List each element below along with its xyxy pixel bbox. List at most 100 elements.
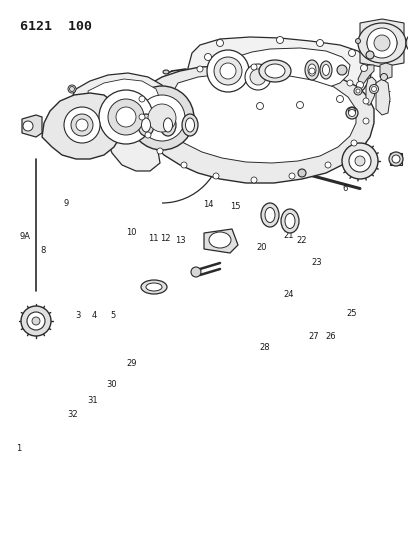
Ellipse shape bbox=[145, 132, 151, 138]
Ellipse shape bbox=[367, 28, 397, 58]
Ellipse shape bbox=[265, 207, 275, 222]
Text: 14: 14 bbox=[203, 200, 214, 208]
Ellipse shape bbox=[213, 173, 219, 179]
Ellipse shape bbox=[146, 283, 162, 291]
Ellipse shape bbox=[32, 317, 40, 325]
Ellipse shape bbox=[363, 98, 369, 104]
Ellipse shape bbox=[348, 108, 355, 115]
Ellipse shape bbox=[207, 50, 249, 92]
Ellipse shape bbox=[406, 33, 408, 53]
Ellipse shape bbox=[259, 60, 291, 82]
Ellipse shape bbox=[217, 39, 224, 46]
Ellipse shape bbox=[355, 38, 361, 44]
Ellipse shape bbox=[357, 82, 364, 88]
Ellipse shape bbox=[64, 107, 100, 143]
Text: 29: 29 bbox=[126, 359, 137, 368]
Ellipse shape bbox=[298, 169, 306, 177]
Ellipse shape bbox=[337, 65, 347, 75]
Ellipse shape bbox=[309, 68, 315, 74]
Ellipse shape bbox=[164, 118, 173, 132]
Ellipse shape bbox=[348, 109, 355, 117]
Ellipse shape bbox=[204, 53, 211, 61]
Text: 11: 11 bbox=[148, 235, 158, 243]
Text: 9: 9 bbox=[63, 199, 69, 208]
Ellipse shape bbox=[23, 121, 33, 131]
Ellipse shape bbox=[139, 95, 185, 141]
Text: 6121  100: 6121 100 bbox=[20, 20, 92, 33]
Ellipse shape bbox=[351, 140, 357, 146]
Ellipse shape bbox=[355, 156, 365, 166]
Ellipse shape bbox=[68, 85, 76, 93]
Ellipse shape bbox=[265, 64, 285, 78]
Ellipse shape bbox=[191, 267, 201, 277]
Ellipse shape bbox=[281, 209, 299, 233]
Text: 10: 10 bbox=[126, 229, 136, 237]
Text: 26: 26 bbox=[326, 333, 336, 341]
Polygon shape bbox=[166, 73, 356, 163]
Ellipse shape bbox=[308, 64, 316, 76]
Ellipse shape bbox=[27, 312, 45, 330]
Text: 18A: 18A bbox=[265, 98, 282, 107]
Text: 32: 32 bbox=[67, 410, 78, 419]
Ellipse shape bbox=[346, 107, 358, 119]
Ellipse shape bbox=[285, 214, 295, 229]
Ellipse shape bbox=[348, 50, 355, 56]
Ellipse shape bbox=[372, 86, 377, 92]
Text: 24: 24 bbox=[284, 290, 294, 298]
Ellipse shape bbox=[116, 107, 136, 127]
Ellipse shape bbox=[356, 89, 360, 93]
Ellipse shape bbox=[139, 96, 145, 102]
Ellipse shape bbox=[130, 86, 194, 150]
Text: 22: 22 bbox=[296, 236, 307, 245]
Text: 4: 4 bbox=[92, 311, 97, 320]
Ellipse shape bbox=[197, 66, 203, 72]
Text: 17: 17 bbox=[180, 102, 190, 111]
Text: 33: 33 bbox=[131, 130, 141, 139]
Ellipse shape bbox=[108, 99, 144, 135]
Ellipse shape bbox=[163, 70, 169, 74]
Ellipse shape bbox=[389, 152, 403, 166]
Text: 13: 13 bbox=[175, 237, 186, 245]
Ellipse shape bbox=[76, 119, 88, 131]
Text: 21: 21 bbox=[284, 231, 294, 240]
Ellipse shape bbox=[69, 86, 75, 92]
Ellipse shape bbox=[347, 80, 353, 86]
Ellipse shape bbox=[71, 114, 93, 136]
Polygon shape bbox=[390, 153, 402, 165]
Text: 15: 15 bbox=[231, 202, 241, 211]
Ellipse shape bbox=[186, 118, 195, 132]
Ellipse shape bbox=[182, 114, 198, 136]
Ellipse shape bbox=[354, 87, 362, 95]
Polygon shape bbox=[188, 37, 372, 109]
Polygon shape bbox=[380, 63, 392, 79]
Ellipse shape bbox=[142, 118, 151, 132]
Text: 27: 27 bbox=[308, 333, 319, 341]
Ellipse shape bbox=[367, 31, 397, 55]
Ellipse shape bbox=[381, 74, 388, 80]
Text: 23: 23 bbox=[311, 258, 322, 266]
Ellipse shape bbox=[322, 64, 330, 76]
Text: 25: 25 bbox=[347, 309, 357, 318]
Text: 5: 5 bbox=[110, 311, 115, 320]
Text: 2: 2 bbox=[31, 308, 36, 316]
Text: 1: 1 bbox=[16, 445, 22, 453]
Ellipse shape bbox=[220, 63, 236, 79]
Ellipse shape bbox=[277, 36, 284, 44]
Polygon shape bbox=[42, 93, 122, 159]
Ellipse shape bbox=[349, 150, 371, 172]
Ellipse shape bbox=[251, 64, 257, 70]
Ellipse shape bbox=[342, 143, 378, 179]
Text: 20: 20 bbox=[256, 243, 267, 252]
Ellipse shape bbox=[363, 118, 369, 124]
Ellipse shape bbox=[361, 64, 368, 71]
Polygon shape bbox=[138, 66, 374, 183]
Ellipse shape bbox=[358, 23, 406, 63]
Ellipse shape bbox=[261, 203, 279, 227]
Ellipse shape bbox=[209, 232, 231, 248]
Text: 12: 12 bbox=[160, 235, 171, 243]
Polygon shape bbox=[204, 229, 238, 253]
Ellipse shape bbox=[392, 155, 400, 163]
Polygon shape bbox=[88, 79, 160, 117]
Ellipse shape bbox=[21, 306, 51, 336]
Ellipse shape bbox=[370, 85, 379, 93]
